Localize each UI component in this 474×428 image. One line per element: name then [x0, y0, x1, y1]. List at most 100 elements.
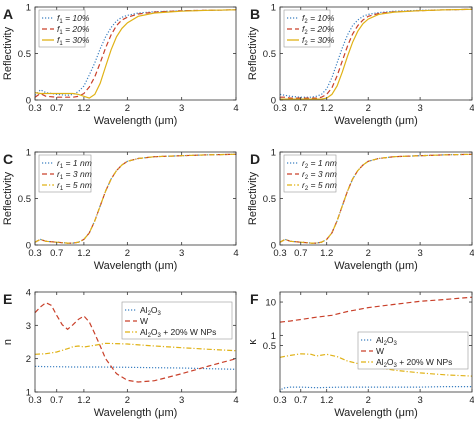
legend-box [121, 301, 233, 340]
legend-label: Al2O3 [376, 335, 398, 347]
legend-label: f2 = 10% [302, 13, 335, 25]
legend-label: r1 = 5 nm [57, 180, 92, 192]
legend-box [283, 154, 337, 193]
panel-d: D 0.3 0.7 1.2 2 3 4 0 0.5 1 Wavelength (μm) Reflect… [247, 148, 474, 273]
x-tick-label: 0.7 [294, 248, 307, 259]
panel-letter: A [3, 6, 13, 22]
y-tick-label: 0.5 [263, 49, 276, 60]
x-axis-label: Wavelength (μm) [94, 260, 178, 272]
series-line-2 [279, 296, 473, 323]
x-axis-label: Wavelength (μm) [334, 407, 418, 419]
y-axis-label: Reflectivity [2, 26, 14, 80]
y-axis-label: κ [247, 339, 259, 345]
legend-box [38, 154, 92, 193]
x-tick-label: 0.7 [50, 103, 63, 114]
series-line-2 [34, 9, 237, 98]
y-tick-label: 1 [26, 388, 31, 399]
x-tick-label: 2 [366, 248, 371, 259]
series-line-3 [279, 153, 473, 244]
x-tick-label: 2 [366, 103, 371, 114]
legend-label: r2 = 5 nm [302, 180, 337, 192]
x-tick-label: 2 [125, 395, 130, 406]
x-tick-label: 2 [125, 248, 130, 259]
legend-label: Al2O3 + 20% W NPs [376, 357, 452, 369]
x-tick-label: 0.3 [273, 395, 286, 406]
panel-letter: B [250, 6, 260, 22]
legend-label: r1 = 3 nm [57, 169, 92, 181]
legend-label: Al2O3 [140, 305, 162, 317]
panel-f: F 0.3 0.7 1.2 2 3 4 0.51 10 Wavelength (μm) κ Al2O3… [247, 291, 474, 419]
y-tick-label: 1 [26, 148, 31, 159]
x-tick-label: 2 [366, 395, 371, 406]
legend-label: W [376, 346, 384, 356]
legend-label: f1 = 20% [57, 24, 90, 36]
x-axis-label: Wavelength (μm) [94, 115, 178, 127]
x-tick-label: 3 [179, 248, 184, 259]
legend-label: f2 = 30% [302, 35, 335, 47]
y-tick-label: 0.5 [18, 49, 31, 60]
legend-label: r2 = 3 nm [302, 169, 337, 181]
panel-b: B 0.3 0.7 1.2 2 3 4 0 0.5 1 Wavelength (μm) Reflect… [247, 3, 474, 128]
x-tick-label: 0.3 [28, 395, 41, 406]
x-axis-label: Wavelength (μm) [334, 260, 418, 272]
x-tick-label: 1.2 [77, 248, 90, 259]
series-line-2 [34, 301, 237, 383]
y-tick-label: 1 [271, 148, 276, 159]
x-tick-label: 0.7 [50, 248, 63, 259]
series-line-1 [34, 365, 237, 370]
y-tick-label: 0 [271, 96, 276, 107]
x-tick-label: 0.3 [28, 103, 41, 114]
x-tick-label: 4 [233, 395, 238, 406]
y-tick-label: 3 [26, 321, 31, 332]
panel-a: A 0.3 0.7 1.2 2 3 4 0 0.5 1 Wavelength (μm) Reflect… [2, 3, 239, 128]
x-tick-label: 4 [469, 103, 474, 114]
y-axis-label: n [2, 339, 14, 345]
x-tick-label: 1.2 [320, 395, 333, 406]
legend-label: Al2O3 + 20% W NPs [140, 327, 216, 339]
x-tick-label: 1.2 [320, 248, 333, 259]
plot-frame [279, 291, 473, 393]
x-tick-label: 1.2 [77, 103, 90, 114]
panel-letter: E [3, 291, 12, 307]
legend-label: r2 = 1 nm [302, 158, 337, 170]
y-tick-label: 4 [26, 288, 31, 299]
series-line-3 [34, 153, 237, 244]
panel-c: C 0.3 0.7 1.2 2 3 4 0 0.5 1 Wavelength (μm) Reflect… [2, 148, 239, 273]
legend-label: f2 = 20% [302, 24, 335, 36]
series-line-1 [279, 153, 473, 244]
x-tick-label: 1.2 [77, 395, 90, 406]
x-tick-label: 0.7 [50, 395, 63, 406]
x-tick-label: 2 [125, 103, 130, 114]
x-tick-label: 4 [233, 103, 238, 114]
x-tick-label: 3 [417, 103, 422, 114]
x-tick-label: 3 [417, 248, 422, 259]
series-line-1 [279, 8, 473, 98]
series-line-3 [34, 342, 237, 355]
x-tick-label: 4 [469, 248, 474, 259]
y-tick-label: 0 [26, 241, 31, 252]
series-line-3 [280, 8, 473, 100]
y-tick-label: 0.5 [18, 194, 31, 205]
legend: f2 = 10%f2 = 20%f2 = 30% [283, 9, 335, 48]
series-line-3 [279, 353, 473, 377]
legend-label: W [140, 316, 148, 326]
y-tick-label: 0 [271, 241, 276, 252]
series-line-2 [280, 8, 473, 99]
x-tick-label: 0.3 [273, 103, 286, 114]
x-tick-label: 1.2 [320, 103, 333, 114]
legend-label: f1 = 10% [57, 13, 90, 25]
x-tick-label: 3 [179, 395, 184, 406]
x-tick-label: 0.3 [273, 248, 286, 259]
x-tick-label: 4 [233, 248, 238, 259]
plot-frame [34, 291, 237, 393]
x-tick-label: 4 [469, 395, 474, 406]
panel-e: E 0.3 0.7 1.2 2 3 4 1 2 3 4 Wavelength (μm) n Al2O3WA… [2, 288, 239, 420]
legend-label: f1 = 30% [57, 35, 90, 47]
legend: f1 = 10%f1 = 20%f1 = 30% [38, 9, 90, 48]
y-tick-label: 1 [26, 3, 31, 14]
series-line-3 [34, 9, 237, 99]
